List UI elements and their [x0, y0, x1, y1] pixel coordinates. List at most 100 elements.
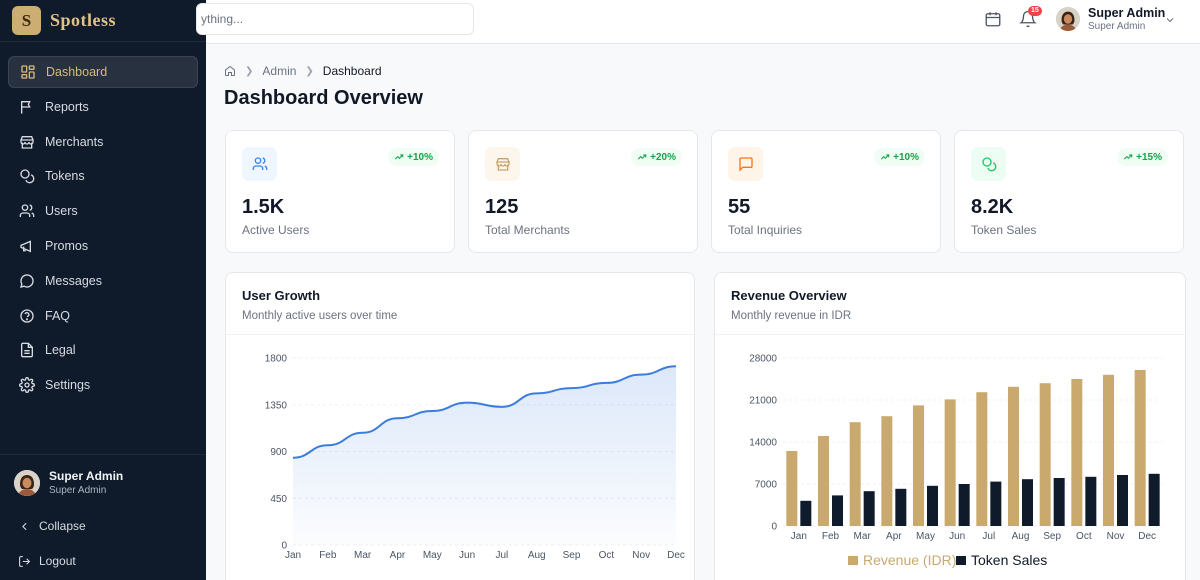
sidebar-user-name: Super Admin — [49, 469, 124, 483]
x-tick-label: Feb — [822, 531, 840, 542]
revenue-bar — [849, 422, 861, 526]
home-icon[interactable] — [224, 65, 236, 77]
sidebar-user[interactable]: Super Admin Super Admin — [14, 469, 123, 496]
sidebar-item-messages[interactable]: Messages — [8, 265, 198, 297]
sidebar-item-merchants[interactable]: Merchants — [8, 126, 198, 158]
sidebar-item-legal[interactable]: Legal — [8, 334, 198, 366]
brand-logo: S — [12, 6, 41, 35]
logout-button[interactable]: Logout — [18, 554, 76, 568]
breadcrumb-admin[interactable]: Admin — [262, 64, 297, 78]
x-tick-label: Apr — [886, 531, 902, 542]
chart-subtitle: Monthly revenue in IDR — [731, 310, 852, 322]
trending-up-icon — [881, 154, 890, 160]
chevron-down-icon[interactable] — [1164, 14, 1176, 26]
revenue-chart: 0 7000 14000 21000 28000 Jan Feb Mar Apr May Jun Ju… — [749, 354, 1163, 568]
help-circle-icon — [20, 308, 34, 323]
token-sales-bar — [990, 481, 1002, 526]
x-tick-label: Aug — [528, 550, 546, 561]
sidebar-item-promos[interactable]: Promos — [8, 230, 198, 262]
stat-icon-container — [728, 147, 763, 181]
sidebar-item-tokens[interactable]: Tokens — [8, 160, 198, 192]
brand-name: Spotless — [50, 10, 117, 30]
store-icon — [20, 135, 34, 149]
token-sales-bar — [1053, 478, 1065, 526]
x-tick-label: Dec — [1138, 531, 1156, 542]
trend-badge: +20% — [631, 148, 682, 166]
token-sales-bar — [1148, 473, 1160, 526]
y-tick-label: 1800 — [265, 354, 288, 365]
user-menu[interactable]: Super Admin Super Admin — [1056, 6, 1165, 32]
logout-label: Logout — [39, 554, 76, 568]
legend-swatch — [956, 556, 966, 565]
trend-value: +20% — [650, 151, 676, 163]
x-tick-label: Dec — [667, 550, 685, 561]
message-circle-icon — [20, 274, 34, 288]
breadcrumb-separator: ❯ — [245, 65, 254, 77]
x-tick-label: May — [423, 550, 442, 561]
trend-value: +10% — [893, 151, 919, 163]
brand[interactable]: S Spotless — [0, 0, 206, 42]
sidebar-item-label: Promos — [45, 238, 89, 253]
revenue-bar — [1039, 383, 1051, 526]
sidebar-item-settings[interactable]: Settings — [8, 369, 198, 401]
sidebar-item-label: FAQ — [45, 308, 71, 323]
stat-icon-container — [242, 147, 277, 181]
search-box[interactable] — [196, 3, 474, 35]
collapse-button[interactable]: Collapse — [18, 519, 86, 533]
sidebar-item-label: Reports — [45, 99, 89, 114]
users-icon — [252, 157, 267, 170]
sidebar-footer: Super Admin Super Admin Collapse Logout — [0, 454, 206, 580]
sidebar-item-label: Legal — [45, 343, 76, 358]
logout-icon — [19, 555, 31, 567]
sidebar: S Spotless Dashboard Reports Merchants T… — [0, 0, 206, 580]
trending-up-icon — [638, 154, 647, 160]
revenue-bar — [1134, 370, 1146, 526]
sidebar-item-reports[interactable]: Reports — [8, 91, 198, 123]
legend-label: Revenue (IDR) — [863, 552, 956, 568]
sidebar-item-faq[interactable]: FAQ — [8, 300, 198, 332]
x-tick-label: Apr — [390, 550, 406, 561]
chevron-left-icon — [22, 522, 27, 530]
users-icon — [19, 204, 35, 218]
trending-up-icon — [1124, 154, 1133, 160]
stat-icon-container — [971, 147, 1006, 181]
y-tick-label: 28000 — [749, 354, 777, 365]
coins-icon — [20, 169, 35, 184]
notifications-button[interactable]: 15 — [1019, 6, 1042, 28]
gear-icon — [19, 377, 35, 394]
sidebar-item-label: Messages — [45, 273, 102, 288]
trending-up-icon — [395, 154, 404, 160]
sidebar-item-users[interactable]: Users — [8, 195, 198, 227]
calendar-icon[interactable] — [984, 10, 1002, 28]
stat-card-total-merchants: +20% 125 Total Merchants — [468, 130, 698, 253]
y-tick-label: 1350 — [265, 400, 288, 411]
sidebar-item-label: Dashboard — [46, 65, 108, 79]
x-tick-label: Aug — [1012, 531, 1030, 542]
x-tick-label: Nov — [632, 550, 650, 561]
topbar: 15 Super Admin Super Admin — [196, 0, 1200, 44]
x-tick-label: Sep — [563, 550, 581, 561]
trend-badge: +10% — [388, 148, 439, 166]
area-fill — [293, 366, 676, 545]
stat-card-total-inquiries: +10% 55 Total Inquiries — [711, 130, 941, 253]
revenue-bar — [1071, 379, 1083, 526]
sidebar-item-dashboard[interactable]: Dashboard — [8, 56, 198, 88]
flag-icon — [21, 100, 31, 114]
trend-badge: +10% — [874, 148, 925, 166]
stat-label: Total Inquiries — [728, 223, 803, 237]
stat-label: Token Sales — [971, 223, 1037, 237]
y-tick-label: 7000 — [755, 480, 778, 491]
breadcrumb-current: Dashboard — [322, 64, 382, 78]
legend-label: Token Sales — [971, 552, 1047, 568]
sidebar-item-label: Tokens — [45, 169, 85, 184]
sidebar-item-label: Settings — [45, 378, 91, 393]
revenue-card: Revenue Overview Monthly revenue in IDR … — [714, 272, 1186, 580]
search-input[interactable] — [197, 4, 473, 34]
revenue-bar — [786, 451, 798, 526]
y-tick-label: 21000 — [749, 396, 777, 407]
revenue-bar — [913, 405, 924, 526]
token-sales-bar — [1117, 475, 1128, 526]
sidebar-item-label: Merchants — [45, 134, 104, 149]
trend-value: +10% — [407, 151, 433, 163]
token-sales-bar — [832, 495, 843, 526]
